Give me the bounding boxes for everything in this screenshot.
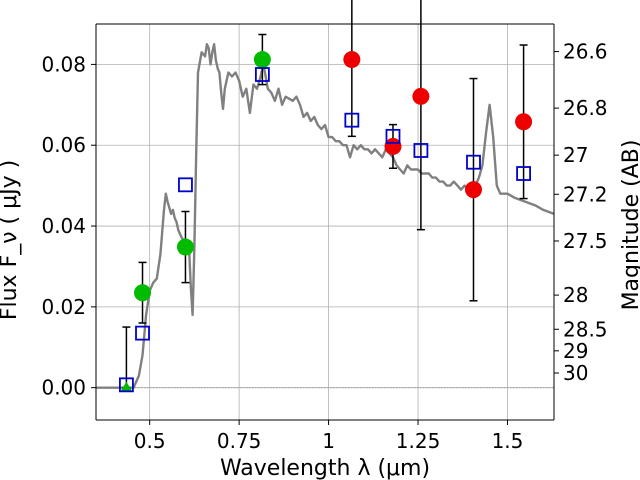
right-tick-label-2: 27 xyxy=(563,143,588,167)
red-detections-point-2 xyxy=(412,87,430,105)
x-tick-label-1: 0.75 xyxy=(217,429,262,453)
green-detections-point-2 xyxy=(253,51,271,69)
y-axis-label: Flux F_ν ( μJy ) xyxy=(0,160,22,320)
right-tick-label-8: 30 xyxy=(563,361,588,385)
model-photometry-point-1 xyxy=(135,325,150,341)
x-tick-label-2: 1 xyxy=(322,429,335,453)
right-tick-label-0: 26.6 xyxy=(563,40,608,64)
model-photometry-point-7 xyxy=(466,154,481,170)
model-photometry-point-5 xyxy=(385,128,401,144)
axis-ticks: 0.5 0.75 1 1.25 1.5 0.00 0.02 0.04 0.06 0.08 26.6 2… xyxy=(41,40,607,453)
right-tick-label-5: 28 xyxy=(563,283,588,307)
y-tick-label-0: 0.00 xyxy=(41,376,86,400)
green-detections-point-1 xyxy=(176,238,194,256)
x-tick-label-0: 0.5 xyxy=(134,429,166,453)
y-tick-label-4: 0.08 xyxy=(41,52,86,76)
right-tick-label-6: 28.5 xyxy=(563,317,608,341)
x-tick-label-4: 1.5 xyxy=(492,429,524,453)
grid xyxy=(96,24,554,420)
green-upper-limit-point-0 xyxy=(120,381,133,392)
plot-area xyxy=(96,0,555,393)
red-detections-point-3 xyxy=(464,181,482,199)
right-tick-label-1: 26.8 xyxy=(563,96,608,120)
model-photometry-point-0 xyxy=(119,377,134,393)
right-tick-label-3: 27.2 xyxy=(563,182,608,206)
x-axis-label: Wavelength λ (μm) xyxy=(220,456,430,480)
right-tick-label-4: 27.5 xyxy=(563,229,608,253)
y-tick-label-1: 0.02 xyxy=(41,295,86,319)
model-photometry-point-4 xyxy=(344,112,360,128)
y-tick-label-3: 0.06 xyxy=(41,133,86,157)
y-tick-label-2: 0.04 xyxy=(41,214,86,238)
x-tick-label-3: 1.25 xyxy=(396,429,441,453)
model-photometry-point-8 xyxy=(516,166,531,181)
right-tick-label-7: 29 xyxy=(563,339,588,363)
red-detections-point-0 xyxy=(343,51,361,69)
model-photometry-point-2 xyxy=(178,177,193,193)
model-photometry-point-6 xyxy=(413,143,429,158)
right-axis-label: Magnitude (AB) xyxy=(619,140,640,311)
red-detections-point-4 xyxy=(515,113,533,131)
green-detections-point-0 xyxy=(134,284,152,302)
model-photometry-point-3 xyxy=(254,67,270,82)
plot-frame xyxy=(95,23,555,421)
